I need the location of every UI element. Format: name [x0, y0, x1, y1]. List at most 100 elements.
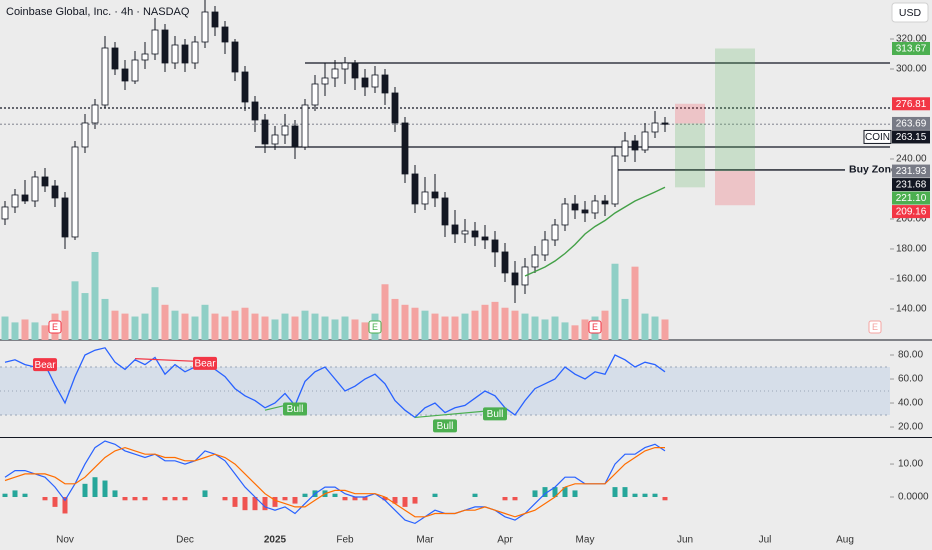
volume-bar [161, 304, 169, 340]
volume-bar [481, 304, 489, 340]
position-loss [715, 171, 755, 206]
candle-body [31, 176, 39, 202]
candle-body [431, 191, 439, 199]
divergence-label: Bull [287, 404, 304, 415]
candle-body [311, 83, 319, 106]
volume-bar [581, 319, 589, 340]
price-label: 263.69 [896, 119, 927, 130]
candle-body [541, 239, 549, 256]
position-profit [715, 48, 755, 172]
candle-body [661, 122, 669, 125]
candle-body [131, 59, 139, 82]
histogram-bar [222, 496, 228, 501]
volume-bar [421, 310, 429, 340]
candle-body [631, 140, 639, 151]
histogram-bar [302, 493, 308, 497]
candle-body [11, 194, 19, 208]
x-tick-label: Mar [416, 535, 434, 546]
histogram-bar [362, 496, 368, 501]
histogram-bar [252, 496, 258, 511]
histogram-bar [342, 496, 348, 501]
divergence-label: Bull [487, 409, 504, 420]
level-label: Buy Zone [849, 164, 897, 176]
price-label: 209.16 [896, 207, 927, 218]
volume-bar [291, 316, 299, 340]
volume-bar [351, 319, 359, 340]
volume-bar [561, 322, 569, 340]
price-label: 231.93 [896, 166, 927, 177]
volume-bar [401, 304, 409, 340]
position-loss [675, 103, 705, 124]
histogram-bar [472, 493, 478, 497]
histogram-bar [102, 480, 108, 497]
divergence-line [414, 409, 496, 419]
currency-button[interactable] [891, 2, 929, 23]
x-tick-label: 2025 [264, 535, 287, 546]
candle-body [621, 140, 629, 157]
y-tick-label: 20.00 [898, 422, 923, 433]
candle-body [361, 77, 369, 88]
candle-body [461, 230, 469, 235]
candle-body [301, 104, 309, 148]
event-label: E [592, 322, 598, 332]
volume-bar [11, 322, 19, 340]
candle-body [211, 11, 219, 28]
volume-bar [541, 319, 549, 340]
candle-body [91, 104, 99, 124]
candle-body [511, 272, 519, 286]
histogram-bar [2, 493, 8, 497]
price-label: 231.68 [896, 180, 927, 191]
histogram-bar [552, 487, 558, 497]
currency-label[interactable]: USD [899, 7, 922, 19]
histogram-bar [612, 487, 618, 497]
volume-bar [531, 316, 539, 340]
y-tick-label: 80.00 [898, 350, 923, 361]
histogram-bar [562, 487, 568, 497]
candle-body [381, 74, 389, 94]
volume-bar [231, 310, 239, 340]
histogram-bar [182, 496, 188, 501]
histogram-bar [12, 490, 18, 497]
volume-bar [431, 313, 439, 340]
event-label: E [872, 322, 878, 332]
histogram-bar [572, 490, 578, 497]
histogram-bar [642, 493, 648, 497]
histogram-bar [542, 487, 548, 497]
volume-bar [301, 310, 309, 340]
candle-body [251, 101, 259, 121]
candle-body [401, 122, 409, 175]
histogram-bar [412, 496, 418, 504]
event-marker [588, 320, 602, 334]
macd-line [4, 440, 666, 525]
candle-body [331, 68, 339, 79]
histogram-bar [622, 487, 628, 497]
histogram-bar [392, 496, 398, 504]
y-tick-label: 140.00 [896, 304, 927, 315]
macd-panel [2, 440, 668, 525]
candle-body [581, 209, 589, 214]
volume-bar [501, 307, 509, 340]
event-marker [868, 320, 882, 334]
rsi-line [4, 347, 666, 419]
histogram-bar [502, 496, 508, 501]
candle-body [21, 194, 29, 202]
volume-bar [571, 325, 579, 340]
volume-bar [241, 307, 249, 340]
volume-bar [251, 313, 259, 340]
macd-line [4, 446, 665, 518]
histogram-bar [402, 496, 408, 507]
volume-bar [131, 316, 139, 340]
histogram-bar [292, 496, 298, 504]
candle-body [221, 26, 229, 43]
histogram-bar [242, 496, 248, 511]
divergence-badge [33, 358, 57, 372]
symbol-tag-box [863, 129, 892, 144]
histogram-bar [52, 496, 58, 507]
price-label: 263.15 [896, 132, 927, 143]
candle-body [641, 131, 649, 151]
candle-body [161, 29, 169, 64]
histogram-bar [232, 496, 238, 507]
volume-bar [171, 310, 179, 340]
histogram-bar [282, 496, 288, 501]
